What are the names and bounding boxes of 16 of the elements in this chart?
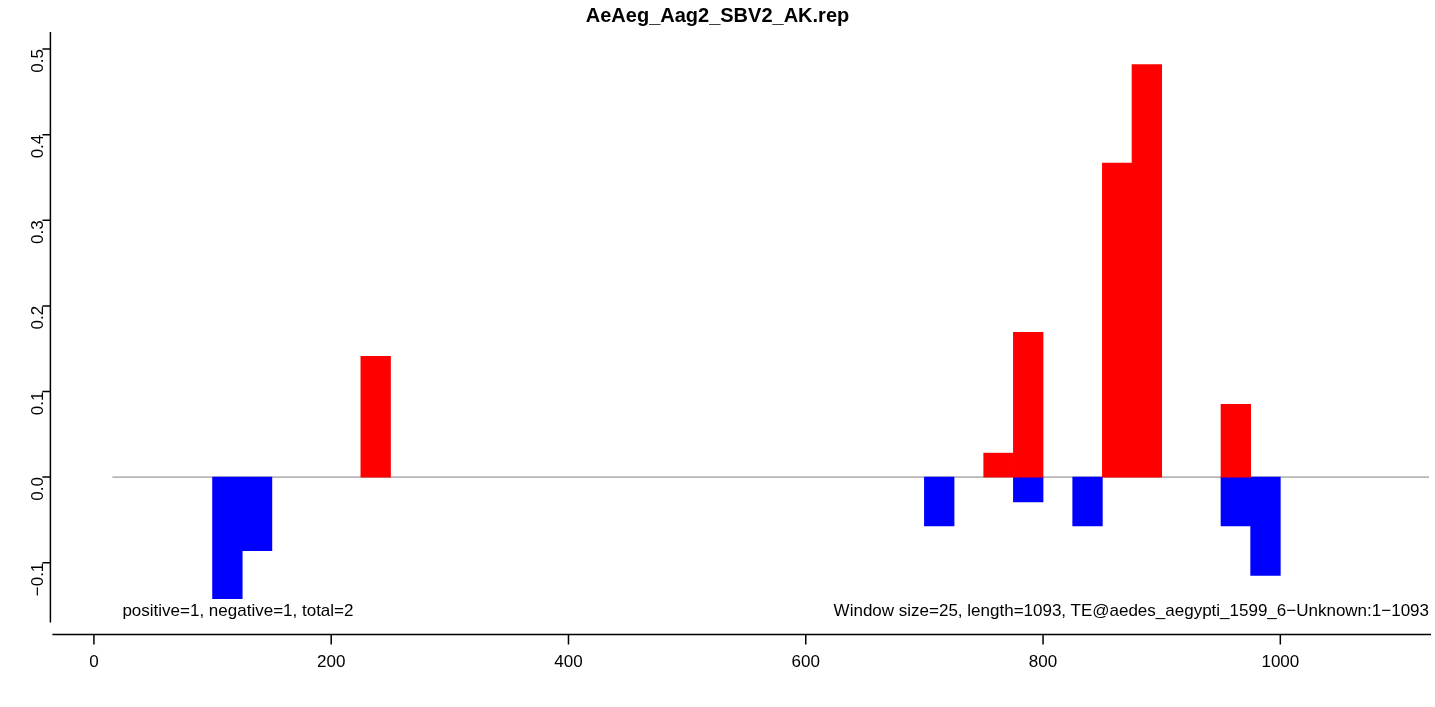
y-tick-label: 0.5 — [28, 49, 48, 73]
y-tick-label: 0.4 — [28, 134, 48, 159]
chart-title: AeAeg_Aag2_SBV2_AK.rep — [585, 3, 850, 26]
x-tick-label: 200 — [317, 652, 346, 672]
x-tick-label: 400 — [554, 652, 583, 672]
y-tick-label: 0.1 — [28, 391, 48, 416]
y-tick-label: −0.1 — [28, 562, 48, 597]
annotation: positive=1, negative=1, total=2 — [122, 600, 354, 620]
y-tick-label: 0.0 — [28, 477, 48, 501]
annotation: Window size=25, length=1093, TE@aedes_aegypti_1599_6−Unknown:1−1093 — [833, 600, 1429, 620]
x-tick-label: 600 — [791, 652, 820, 672]
y-tick-label: 0.3 — [28, 220, 48, 244]
x-tick-label: 0 — [89, 652, 99, 672]
y-tick-label: 0.2 — [28, 305, 48, 330]
x-tick-label: 800 — [1028, 652, 1058, 672]
x-tick-label: 1000 — [1261, 652, 1300, 672]
